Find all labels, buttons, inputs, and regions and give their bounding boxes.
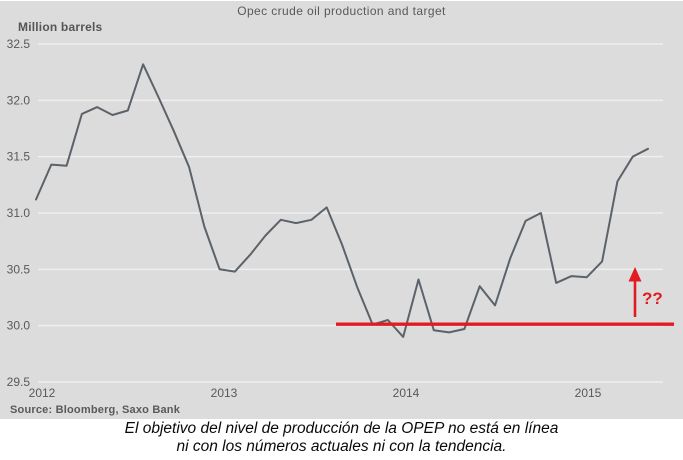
y-tick-label: 30.5 [7, 262, 31, 276]
up-arrow-head-icon [628, 267, 642, 282]
annotation-question-marks: ?? [642, 289, 663, 308]
y-tick-label: 32.0 [7, 93, 31, 107]
x-tick-label: 2014 [393, 386, 420, 400]
x-tick-label: 2012 [29, 386, 56, 400]
chart-panel: Opec crude oil production and target Mil… [0, 1, 683, 419]
production-line [35, 63, 649, 338]
y-tick-label: 31.5 [7, 150, 31, 164]
y-tick-label: 31.0 [7, 206, 31, 220]
x-tick-label: 2015 [575, 386, 602, 400]
source-note: Source: Bloomberg, Saxo Bank [10, 404, 181, 416]
x-tick-label: 2013 [211, 386, 238, 400]
y-tick-label: 29.5 [7, 375, 31, 389]
chart-title: Opec crude oil production and target [237, 4, 446, 18]
y-axis-title: Million barrels [18, 20, 103, 34]
caption-line-2: ni con los números actuales ni con la te… [176, 438, 507, 455]
caption-line-1: El objetivo del nivel de producción de l… [124, 420, 559, 437]
y-tick-label: 32.5 [7, 37, 31, 51]
caption: El objetivo del nivel de producción de l… [0, 419, 683, 460]
y-tick-label: 30.0 [7, 319, 31, 333]
